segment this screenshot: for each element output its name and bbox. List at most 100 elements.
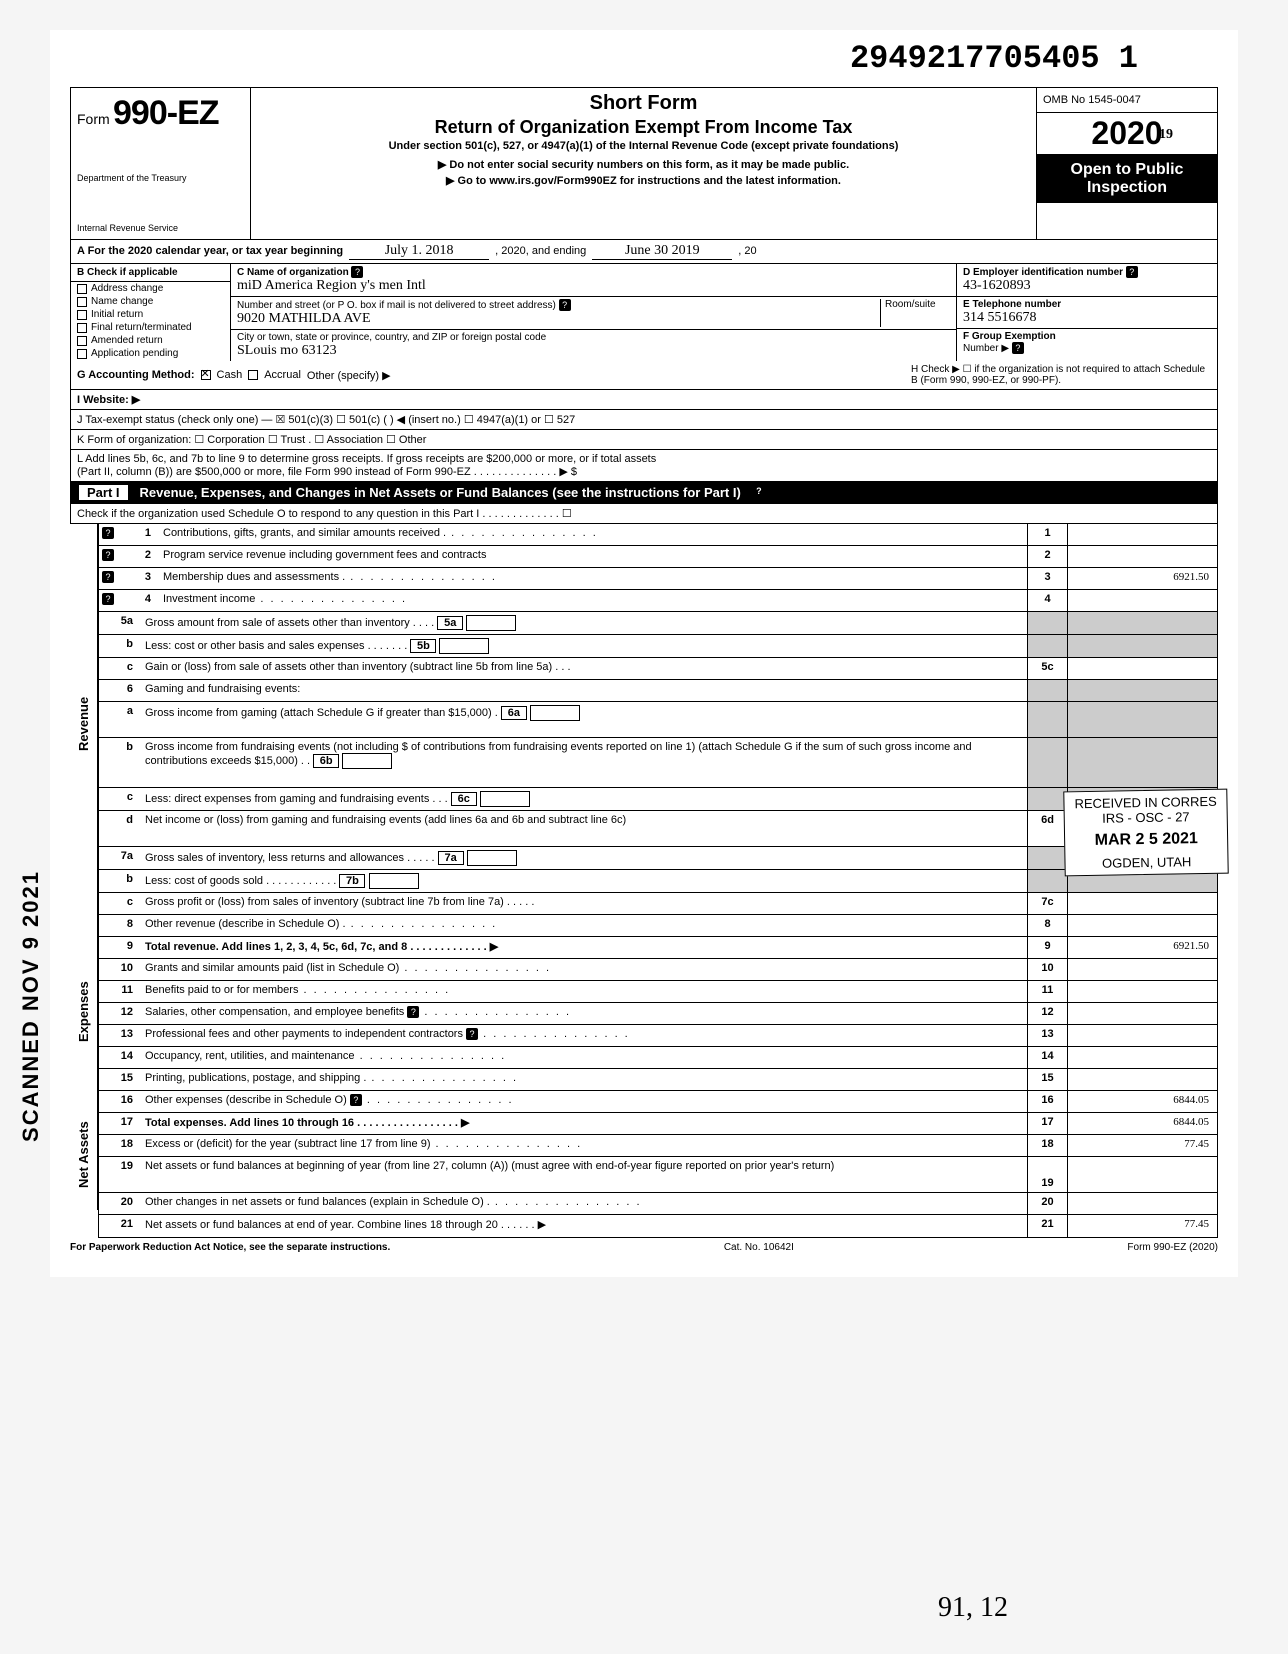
ein-row: D Employer identification number ? 43-16… [957,264,1217,297]
stamp-l4: OGDEN, UTAH [1075,854,1218,871]
stamp-date: MAR 2 5 2021 [1075,830,1218,850]
row-7c: cGross profit or (loss) from sales of in… [99,893,1217,915]
f-label: F Group Exemption [963,331,1056,342]
help-icon[interactable]: ? [753,485,765,497]
g-other: Other (specify) ▶ [307,369,391,382]
g-label: G Accounting Method: [77,369,195,381]
help-icon[interactable]: ? [466,1028,478,1040]
help-icon[interactable]: ? [1126,266,1138,278]
row-13: 13Professional fees and other payments t… [99,1025,1217,1047]
tel-val[interactable]: 314 5516678 [963,310,1037,325]
row-18: 18Excess or (deficit) for the year (subt… [99,1135,1217,1157]
row-17: 17Total expenses. Add lines 10 through 1… [99,1113,1217,1135]
part1-title: Revenue, Expenses, and Changes in Net As… [140,485,741,500]
tel-row: E Telephone number 314 5516678 [957,297,1217,329]
goto-link: ▶ Go to www.irs.gov/Form990EZ for instru… [261,174,1026,187]
line-j: J Tax-exempt status (check only one) — ☒… [70,410,1218,430]
line-a-label: A For the 2020 calendar year, or tax yea… [77,245,343,257]
open-line2: Inspection [1043,179,1211,197]
help-icon[interactable]: ? [102,571,114,583]
scanned-stamp: SCANNED NOV 9 2021 [18,870,44,1142]
cb-cash[interactable]: ✕ [201,370,211,380]
received-stamp: RECEIVED IN CORRES IRS - OSC - 27 MAR 2 … [1063,789,1229,877]
help-icon[interactable]: ? [102,549,114,561]
row-1: ?1Contributions, gifts, grants, and simi… [99,524,1217,546]
section-bcdef: B Check if applicable Address change Nam… [70,264,1218,361]
city-val[interactable]: SLouis mo 63123 [237,343,337,358]
ssn-warning: ▶ Do not enter social security numbers o… [261,158,1026,171]
bottom-handwriting: 91, 12 [938,1592,1008,1624]
row-6d: dNet income or (loss) from gaming and fu… [99,811,1217,847]
help-icon[interactable]: ? [559,299,571,311]
header-mid: Short Form Return of Organization Exempt… [251,88,1037,239]
short-form-title: Short Form [261,92,1026,115]
page-footer: For Paperwork Reduction Act Notice, see … [70,1238,1218,1257]
cb-accrual[interactable] [248,370,258,380]
end-date[interactable]: June 30 2019 [592,243,732,260]
stamp-l1: RECEIVED IN CORRES [1074,794,1217,811]
k-label: K Form of organization: ☐ Corporation ☐ … [77,433,426,446]
begin-date[interactable]: July 1. 2018 [349,243,489,260]
row-12: 12Salaries, other compensation, and empl… [99,1003,1217,1025]
subtitle: Under section 501(c), 527, or 4947(a)(1)… [261,140,1026,152]
year-handwritten: 19 [1159,127,1173,143]
row-5c: cGain or (loss) from sale of assets othe… [99,658,1217,680]
form-page: 2949217705405 1 Form 990-EZ Department o… [50,30,1238,1277]
org-name[interactable]: miD America Region y's men Intl [237,278,426,293]
row-6: 6Gaming and fundraising events: [99,680,1217,702]
help-icon[interactable]: ? [102,593,114,605]
addr-row: Number and street (or P O. box if mail i… [231,297,956,330]
cb-amended[interactable]: Amended return [71,334,230,347]
omb-number: OMB No 1545-0047 [1037,88,1217,113]
l-line2: (Part II, column (B)) are $500,000 or mo… [77,465,1211,478]
row-20: 20Other changes in net assets or fund ba… [99,1193,1217,1215]
row-16: 16Other expenses (describe in Schedule O… [99,1091,1217,1113]
i-label: I Website: ▶ [77,393,140,406]
row-6a: aGross income from gaming (attach Schedu… [99,702,1217,738]
col-c: C Name of organization ? miD America Reg… [231,264,957,361]
footer-right: Form 990-EZ (2020) [1127,1242,1218,1253]
l-line1: L Add lines 5b, 6c, and 7b to line 9 to … [77,453,1211,465]
row-7b: bLess: cost of goods sold . . . . . . . … [99,870,1217,893]
document-id: 2949217705405 1 [70,40,1218,77]
help-icon[interactable]: ? [350,1094,362,1106]
help-icon[interactable]: ? [102,527,114,539]
cb-final[interactable]: Final return/terminated [71,321,230,334]
city-row: City or town, state or province, country… [231,330,956,361]
c-name-label: C Name of organization [237,267,349,278]
side-netassets: Net Assets [70,1100,98,1210]
part1-label: Part I [79,485,128,500]
tax-year: 2020 19 [1037,113,1217,155]
part1-check: Check if the organization used Schedule … [70,504,1218,524]
addr-val[interactable]: 9020 MATHILDA AVE [237,311,371,326]
ein-val[interactable]: 43-1620893 [963,278,1031,293]
help-icon[interactable]: ? [351,266,363,278]
cb-address[interactable]: Address change [71,282,230,295]
line-gh: G Accounting Method: ✕ Cash Accrual Othe… [70,361,1218,390]
row-5a: 5aGross amount from sale of assets other… [99,612,1217,635]
row-6c: cLess: direct expenses from gaming and f… [99,788,1217,811]
city-label: City or town, state or province, country… [237,332,546,343]
row-11: 11Benefits paid to or for members11 [99,981,1217,1003]
col-d: D Employer identification number ? 43-16… [957,264,1217,361]
d-label: D Employer identification number [963,267,1123,278]
cb-pending[interactable]: Application pending [71,347,230,360]
cb-name[interactable]: Name change [71,295,230,308]
org-name-row: C Name of organization ? miD America Reg… [231,264,956,297]
row-21: 21Net assets or fund balances at end of … [99,1215,1217,1237]
help-icon[interactable]: ? [407,1006,419,1018]
row-5b: bLess: cost or other basis and sales exp… [99,635,1217,658]
cb-initial[interactable]: Initial return [71,308,230,321]
line-i: I Website: ▶ [70,390,1218,410]
line-a-tail: , 20 [738,245,756,257]
help-icon[interactable]: ? [1012,342,1024,354]
return-title: Return of Organization Exempt From Incom… [261,117,1026,138]
row-19: 19Net assets or fund balances at beginni… [99,1157,1217,1193]
g-accrual: Accrual [264,369,301,381]
row-6b: bGross income from fundraising events (n… [99,738,1217,788]
dept-treasury: Department of the Treasury [77,173,244,183]
row-15: 15Printing, publications, postage, and s… [99,1069,1217,1091]
row-3: ?3Membership dues and assessments .36921… [99,568,1217,590]
header-left: Form 990-EZ Department of the Treasury I… [71,88,251,239]
col-b: B Check if applicable Address change Nam… [71,264,231,361]
